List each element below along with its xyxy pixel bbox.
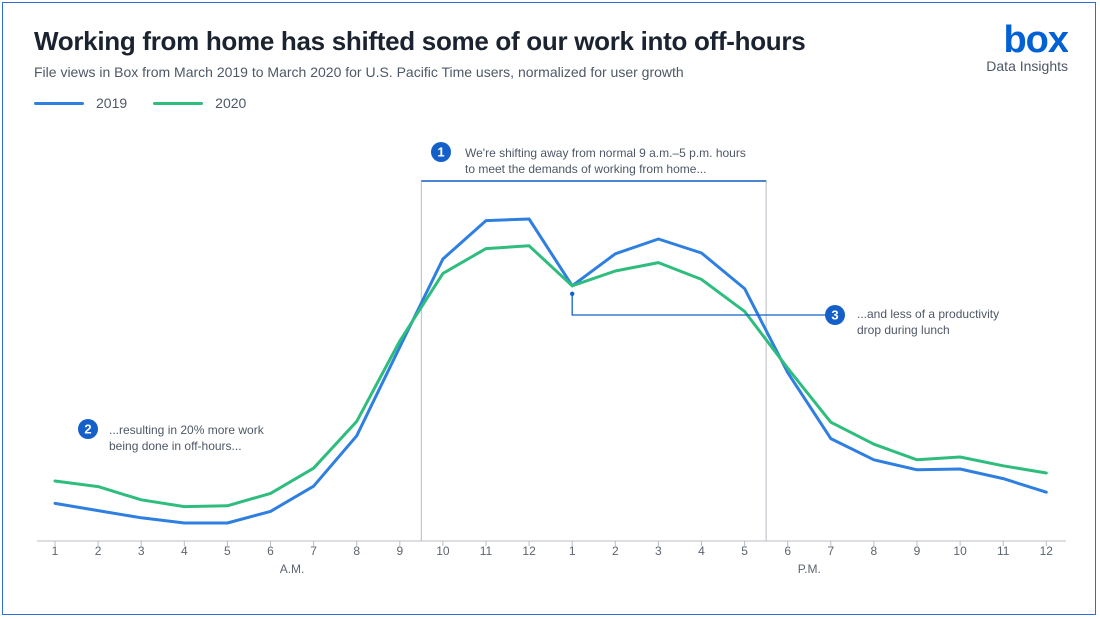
brand-block: box Data Insights: [958, 22, 1068, 74]
annotation-3-text: drop during lunch: [857, 323, 950, 337]
x-tick-label: 3: [655, 544, 662, 558]
annotation-2-badge: [78, 419, 98, 439]
annotation-1-badge: [431, 142, 451, 162]
x-tick-label: 8: [871, 544, 878, 558]
brand-caption: Data Insights: [986, 58, 1068, 74]
x-tick-label: 9: [396, 544, 403, 558]
annotation-2-text: ...resulting in 20% more work: [109, 423, 265, 437]
box-logo: box: [1004, 22, 1068, 56]
x-tick-label: 7: [827, 544, 834, 558]
legend-item-2020: 2020: [153, 95, 246, 111]
x-axis: 1 2 3 4 5 6 7 8 9 10 11 12 1 2 3 4 5 6 7 8 9 10 11 12A.M. P.M.: [37, 540, 1066, 576]
annotation-3-badge: [825, 305, 845, 325]
work-hours-box: [420, 180, 767, 541]
x-tick-label: 8: [353, 544, 360, 558]
legend-swatch-2019: [34, 101, 84, 105]
annotation-1-number: 1: [437, 145, 444, 160]
x-tick-label: 4: [698, 544, 705, 558]
annotation-1-text: to meet the demands of working from home…: [465, 162, 706, 176]
box-logo-text: box: [1004, 22, 1068, 56]
legend-label-2019: 2019: [96, 95, 128, 111]
annotation-3-text: ...and less of a productivity: [857, 307, 999, 321]
annotations: 1 We're shifting away from normal 9 a.m.–…: [78, 142, 999, 453]
x-tick-label: 5: [224, 544, 231, 558]
x-tick-label: 9: [914, 544, 921, 558]
annotation-2-text: being done in off-hours...: [109, 439, 242, 453]
x-tick-label: 3: [138, 544, 145, 558]
annotation-2-number: 2: [84, 422, 91, 437]
pm-label: P.M.: [798, 562, 821, 576]
chart-title: Working from home has shifted some of ou…: [34, 26, 806, 56]
annotation-1-text: We're shifting away from normal 9 a.m.–5…: [465, 146, 746, 160]
x-tick-label: 11: [480, 544, 493, 558]
x-tick-label: 10: [436, 544, 450, 558]
x-tick-label: 10: [953, 544, 967, 558]
chart-subtitle: File views in Box from March 2019 to Mar…: [34, 64, 684, 80]
series-lines: [53, 217, 1048, 525]
x-tick-label: 2: [95, 544, 102, 558]
x-tick-label: 11: [997, 544, 1010, 558]
x-tick-label: 2: [612, 544, 619, 558]
x-tick-label: 6: [267, 544, 274, 558]
x-tick-label: 1: [569, 544, 576, 558]
annotation-3-number: 3: [831, 308, 838, 323]
am-label: A.M.: [280, 562, 305, 576]
series-line-2019: [53, 217, 1048, 525]
x-tick-label: 4: [181, 544, 188, 558]
x-tick-label: 7: [310, 544, 317, 558]
series-line-2020: [53, 244, 1048, 509]
work-hours-box-outline: [420, 180, 767, 541]
x-tick-label: 6: [784, 544, 791, 558]
x-tick-label: 12: [522, 544, 536, 558]
x-tick-label: 5: [741, 544, 748, 558]
legend: 2019 2020: [34, 95, 272, 111]
x-tick-label: 1: [52, 544, 59, 558]
annotation-3-leader: [571, 293, 826, 316]
legend-label-2020: 2020: [215, 95, 247, 111]
legend-swatch-2020: [153, 101, 204, 105]
legend-item-2019: 2019: [34, 95, 127, 111]
x-tick-label: 12: [1040, 544, 1054, 558]
